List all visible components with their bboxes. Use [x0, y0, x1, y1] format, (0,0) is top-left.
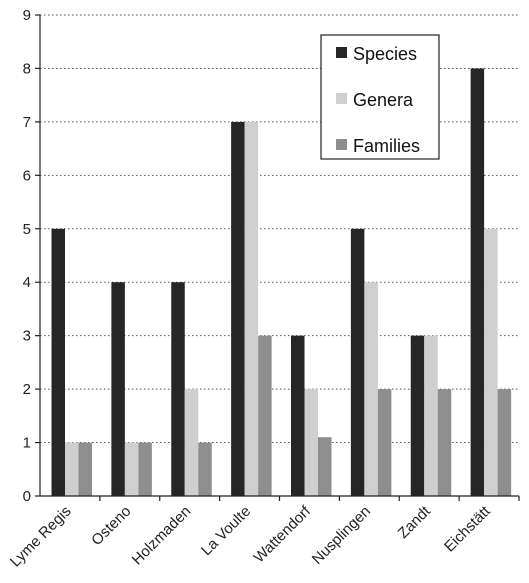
x-tick-label: La Voulte: [198, 503, 254, 559]
bar-genera-0: [65, 442, 79, 496]
bar-species-3: [231, 121, 245, 496]
bar-species-5: [350, 228, 365, 496]
x-tick-label: Holzmaden: [129, 503, 195, 569]
bar-genera-4: [304, 389, 318, 496]
y-tick-label: 6: [23, 167, 31, 184]
bar-genera-1: [124, 442, 139, 496]
x-tick-label: Lyme Regis: [7, 503, 75, 571]
x-tick-label: Eichstätt: [441, 502, 494, 555]
y-tick-label: 1: [23, 435, 31, 452]
legend-label-species: Species: [353, 44, 417, 64]
bar-genera-3: [244, 121, 259, 496]
bar-genera-2: [184, 389, 199, 496]
bar-species-7: [470, 68, 485, 496]
legend: Species Genera Families: [320, 34, 440, 160]
bar-families-7: [497, 389, 512, 496]
bar-families-5: [377, 389, 392, 496]
bar-genera-5: [364, 282, 378, 496]
bar-species-1: [111, 282, 125, 496]
x-tick-label: Zandt: [395, 502, 435, 542]
legend-swatch-families: [336, 139, 347, 150]
legend-swatch-species: [336, 47, 347, 58]
x-tick-label: Nusplingen: [309, 503, 374, 568]
bar-families-0: [78, 442, 92, 496]
y-tick-label: 5: [23, 221, 31, 238]
y-tick-labels: 0 1 2 3 4 5 6 7 8 9: [23, 7, 40, 505]
x-tick-label: Wattendorf: [251, 502, 315, 566]
legend-label-families: Families: [353, 136, 420, 156]
bar-species-4: [291, 335, 305, 496]
y-tick-label: 3: [23, 328, 31, 345]
bar-genera-7: [484, 228, 498, 496]
bar-families-3: [258, 335, 272, 496]
y-tick-label: 9: [23, 7, 31, 24]
bar-families-4: [318, 437, 332, 496]
legend-swatch-genera: [336, 93, 347, 104]
bars: [51, 68, 512, 496]
bar-genera-6: [424, 335, 438, 496]
y-tick-label: 8: [23, 60, 31, 77]
bar-species-6: [410, 335, 425, 496]
legend-label-genera: Genera: [353, 90, 414, 110]
y-tick-label: 0: [23, 488, 31, 505]
y-tick-label: 2: [23, 381, 31, 398]
bar-species-0: [51, 228, 65, 496]
bar-species-2: [171, 282, 185, 496]
x-tick-label: Osteno: [88, 503, 134, 549]
bar-families-6: [437, 389, 452, 496]
y-tick-label: 7: [23, 114, 31, 131]
bar-families-1: [138, 442, 152, 496]
y-tick-label: 4: [23, 274, 31, 291]
bar-families-2: [198, 442, 212, 496]
